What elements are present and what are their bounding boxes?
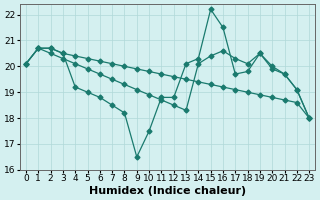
X-axis label: Humidex (Indice chaleur): Humidex (Indice chaleur): [89, 186, 246, 196]
